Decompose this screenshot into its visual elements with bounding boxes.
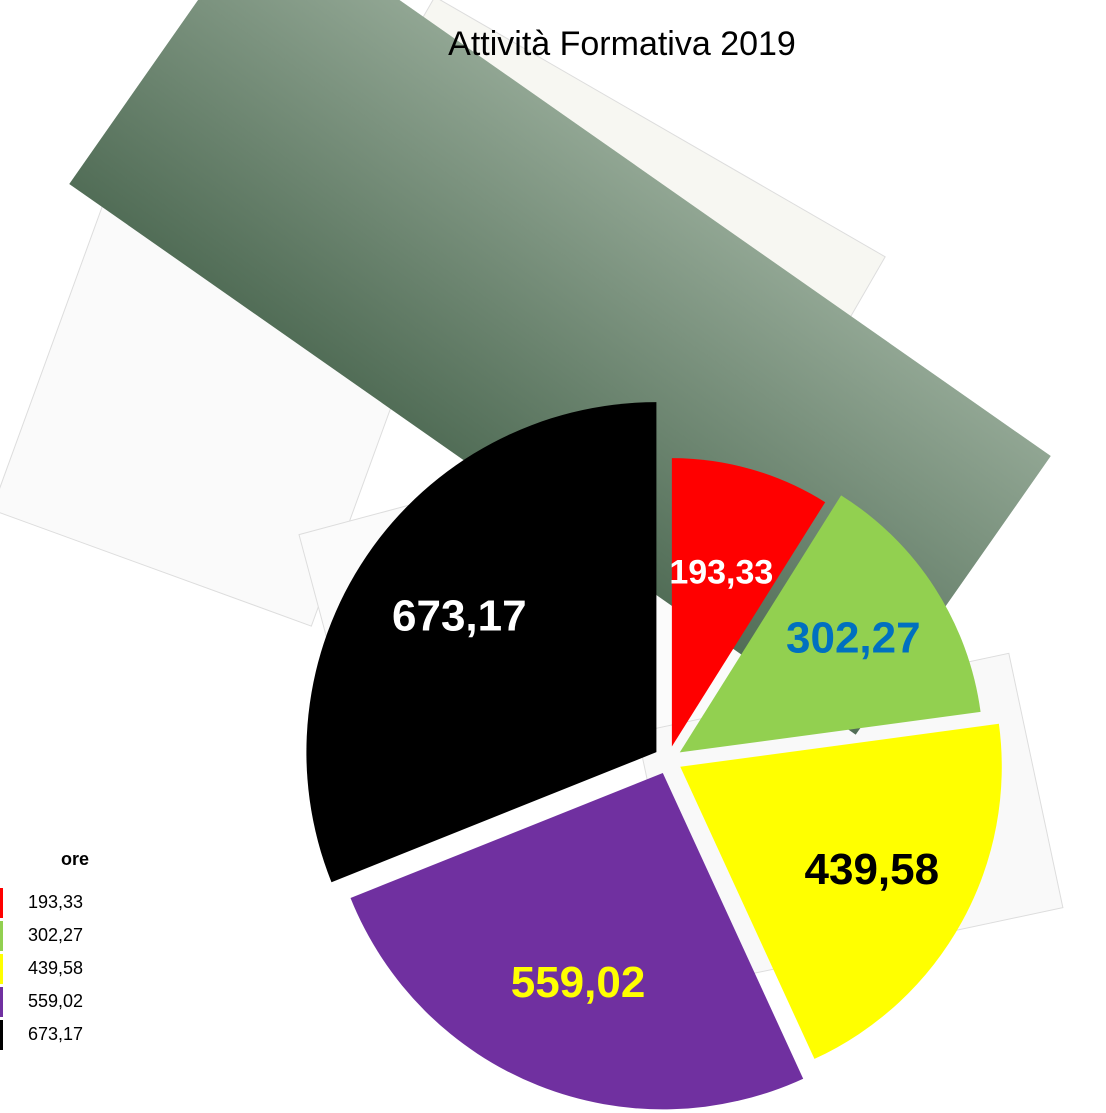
legend-swatch [0, 888, 3, 918]
data-label: 439,58 [805, 845, 940, 894]
legend-swatch [0, 987, 3, 1017]
legend-swatch [0, 1020, 3, 1050]
data-label: 559,02 [511, 958, 646, 1007]
legend-label: 193,33 [28, 892, 83, 912]
pie-slice [350, 773, 804, 1110]
data-label: 673,17 [392, 591, 527, 640]
legend-title: ore [61, 849, 89, 869]
legend-swatch [0, 921, 3, 951]
legend-label: 673,17 [28, 1024, 83, 1044]
data-label: 302,27 [786, 613, 921, 662]
legend-label: 439,58 [28, 958, 83, 978]
pie-slice [679, 495, 981, 753]
chart-title: Attività Formativa 2019 [448, 25, 796, 63]
legend-label: 302,27 [28, 925, 83, 945]
legend-label: 559,02 [28, 991, 83, 1011]
pie-slice [306, 402, 657, 883]
legend-swatch [0, 954, 3, 984]
data-label: 193,33 [669, 554, 773, 592]
pie-slice [671, 458, 826, 747]
pie-slice [680, 723, 1002, 1059]
